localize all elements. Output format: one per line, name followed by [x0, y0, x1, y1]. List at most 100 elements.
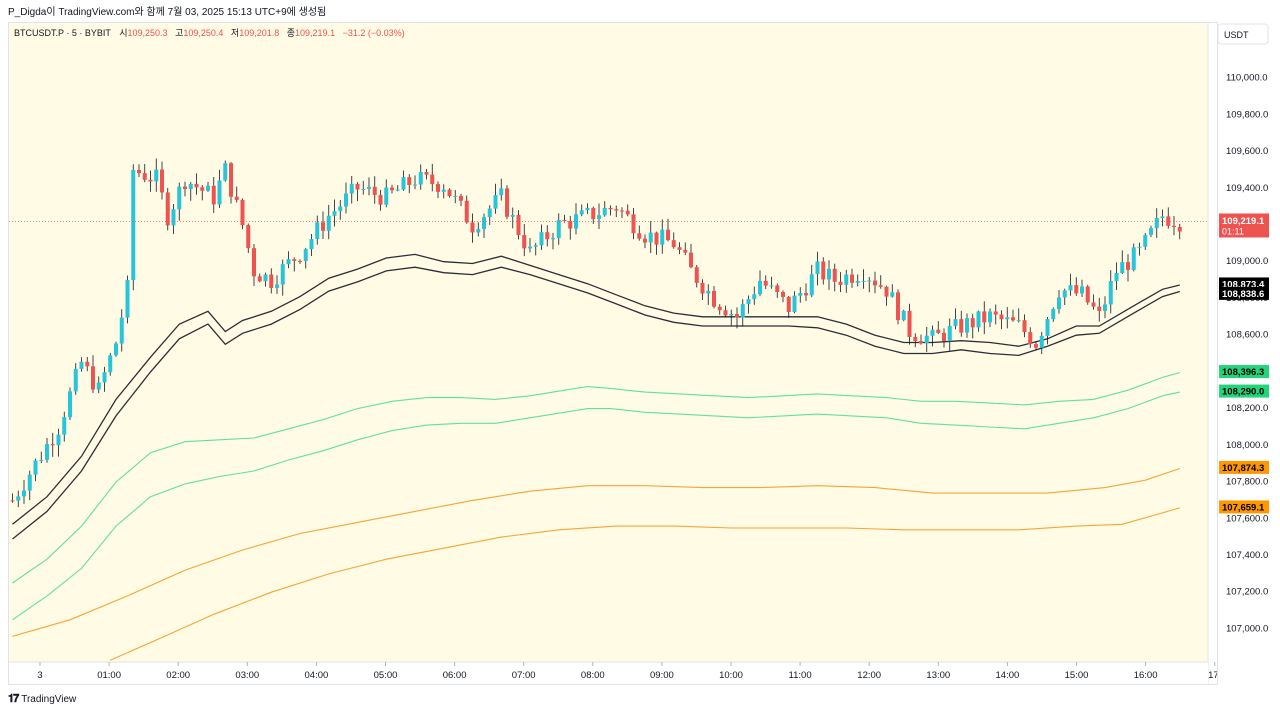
candle [355, 182, 360, 202]
x-tick-label: 16:00 [1134, 670, 1158, 681]
candle [821, 257, 826, 285]
candle [1062, 288, 1067, 305]
candle [1154, 208, 1159, 238]
candle [637, 225, 642, 241]
x-tick-label: 03:00 [235, 670, 259, 681]
candle [85, 356, 90, 372]
candle [125, 275, 130, 324]
price-axis[interactable]: USDT 107,000.0 107,200.0 107,400.0 107,600.… [1218, 22, 1280, 685]
candle [303, 247, 308, 269]
x-tick-label: 02:00 [166, 670, 190, 681]
candle [947, 318, 952, 351]
price-chart[interactable]: 3 01:00 02:00 03:00 04:00 05:00 06:00 07:00 08:0… [9, 23, 1221, 684]
candle [441, 184, 446, 199]
candle [223, 160, 228, 182]
candle [27, 470, 32, 501]
candle [809, 264, 814, 298]
candle [418, 164, 423, 190]
candle [827, 260, 831, 290]
candle [758, 270, 762, 297]
candle [625, 204, 630, 217]
x-tick-label: 05:00 [374, 670, 398, 681]
candle [33, 458, 38, 482]
legend-high-label: 고 [175, 28, 183, 38]
candle [1051, 307, 1056, 322]
candle [804, 283, 808, 301]
candle [344, 182, 348, 214]
candle [171, 204, 176, 234]
candle [73, 363, 78, 395]
candle [1091, 294, 1096, 310]
candle [459, 193, 463, 207]
candle [924, 327, 929, 352]
x-tick-label: 12:00 [857, 670, 881, 681]
band-orange-lower [110, 507, 1180, 661]
candle [890, 284, 895, 298]
plot-area[interactable] [9, 23, 1208, 662]
candle [510, 207, 515, 229]
candle [338, 200, 343, 220]
candle [648, 221, 653, 254]
currency-label[interactable]: USDT [1224, 30, 1249, 40]
candle [1160, 209, 1165, 227]
chart-container[interactable]: 3 01:00 02:00 03:00 04:00 05:00 06:00 07:00 08:0… [8, 22, 1221, 685]
candle [367, 177, 371, 196]
candle [942, 328, 946, 348]
candle [160, 161, 164, 200]
candle [959, 310, 964, 337]
candle [349, 175, 354, 204]
candle [114, 341, 118, 357]
current-price-badge: 109,219.101:11 [1219, 213, 1269, 238]
candle [694, 264, 699, 288]
candle [936, 321, 941, 334]
price-badge: 107,659.1 [1219, 500, 1269, 514]
candle [1149, 225, 1153, 238]
candle [551, 232, 555, 250]
candle [1022, 314, 1027, 338]
candle [240, 198, 245, 230]
candle [654, 231, 659, 255]
candle [154, 158, 159, 192]
candle [292, 257, 297, 272]
candle [131, 164, 136, 291]
candle [505, 185, 509, 220]
candle [332, 199, 337, 227]
candle [896, 289, 900, 325]
candle [390, 184, 394, 194]
candle [361, 180, 366, 195]
candle [1172, 215, 1176, 236]
candle [211, 177, 216, 214]
y-tick-label: 107,400.0 [1226, 550, 1268, 561]
candle [965, 313, 969, 338]
legend-close-value: 109,219.1 [295, 28, 335, 38]
x-tick-label: 08:00 [581, 670, 605, 681]
candle [993, 304, 998, 325]
y-tick-label: 108,000.0 [1226, 440, 1268, 451]
candle [723, 305, 728, 318]
candle [735, 307, 739, 329]
candle [108, 352, 113, 376]
candle [585, 203, 590, 214]
candle [1097, 297, 1102, 322]
candle [712, 286, 716, 309]
x-tick-label: 13:00 [926, 670, 950, 681]
candle [137, 164, 141, 178]
candle [395, 185, 400, 192]
countdown-label: 01:11 [1222, 226, 1244, 236]
candle [1080, 279, 1084, 298]
candle [907, 303, 912, 345]
candle [10, 493, 15, 503]
candle [597, 203, 601, 230]
candle [873, 271, 877, 294]
candle [781, 290, 785, 303]
price-badge: 108,290.0 [1219, 384, 1269, 398]
candle [79, 357, 84, 372]
candle [815, 251, 820, 286]
band-black-lower [12, 266, 1180, 540]
candle [878, 275, 883, 289]
candle [930, 325, 935, 347]
candle [234, 186, 239, 203]
candle [68, 387, 72, 420]
candle [96, 376, 101, 394]
candle [499, 178, 504, 201]
